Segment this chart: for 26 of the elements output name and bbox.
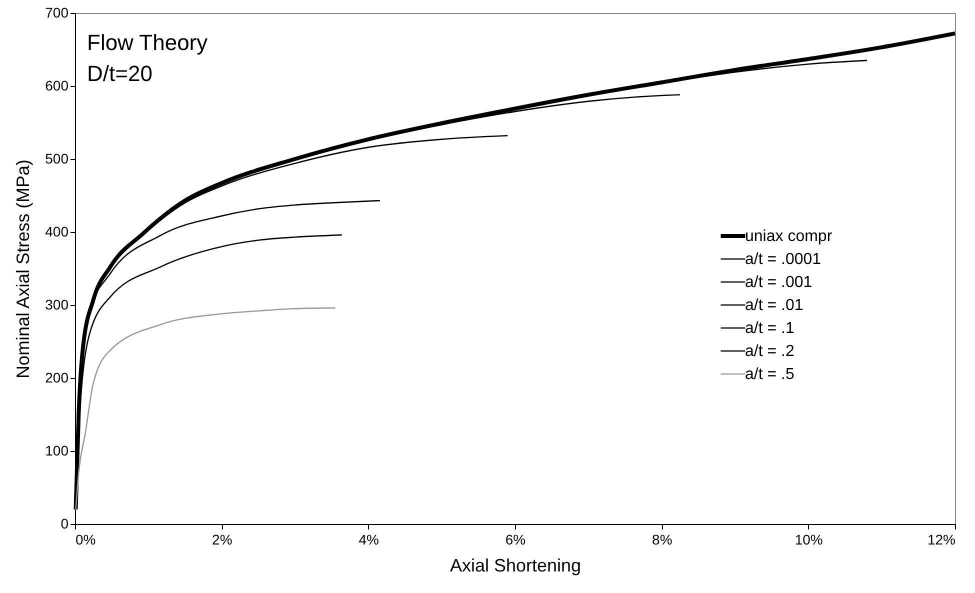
y-tick-label: 600 [45, 78, 69, 94]
y-tick-label: 300 [45, 296, 69, 312]
x-tick-label: 4% [358, 532, 379, 548]
x-tick-label: 10% [794, 532, 823, 548]
x-tick-label: 12% [927, 532, 956, 548]
y-tick-label: 700 [45, 4, 69, 20]
annotation: Flow Theory [87, 30, 208, 55]
legend-label: a/t = .1 [745, 320, 794, 337]
x-axis-title: Axial Shortening [450, 556, 582, 576]
y-tick-label: 400 [45, 224, 69, 240]
y-tick-label: 500 [45, 150, 69, 166]
legend-label: uniax compr [745, 228, 833, 245]
x-tick-label: 2% [212, 532, 232, 548]
y-axis-title: Nominal Axial Stress (MPa) [13, 159, 34, 379]
y-tick-label: 200 [45, 370, 69, 386]
legend-label: a/t = .5 [745, 366, 794, 383]
x-tick-label: 6% [505, 532, 526, 548]
x-tick-label: 8% [652, 532, 672, 548]
legend-label: a/t = .0001 [745, 251, 822, 268]
y-tick-label: 0 [60, 516, 69, 532]
legend-label: a/t = .01 [745, 297, 804, 314]
legend-label: a/t = .001 [745, 274, 812, 291]
annotation: D/t=20 [87, 61, 152, 86]
legend-label: a/t = .2 [745, 343, 794, 360]
y-tick-label: 100 [45, 442, 69, 458]
x-tick-label: 0% [76, 532, 96, 548]
